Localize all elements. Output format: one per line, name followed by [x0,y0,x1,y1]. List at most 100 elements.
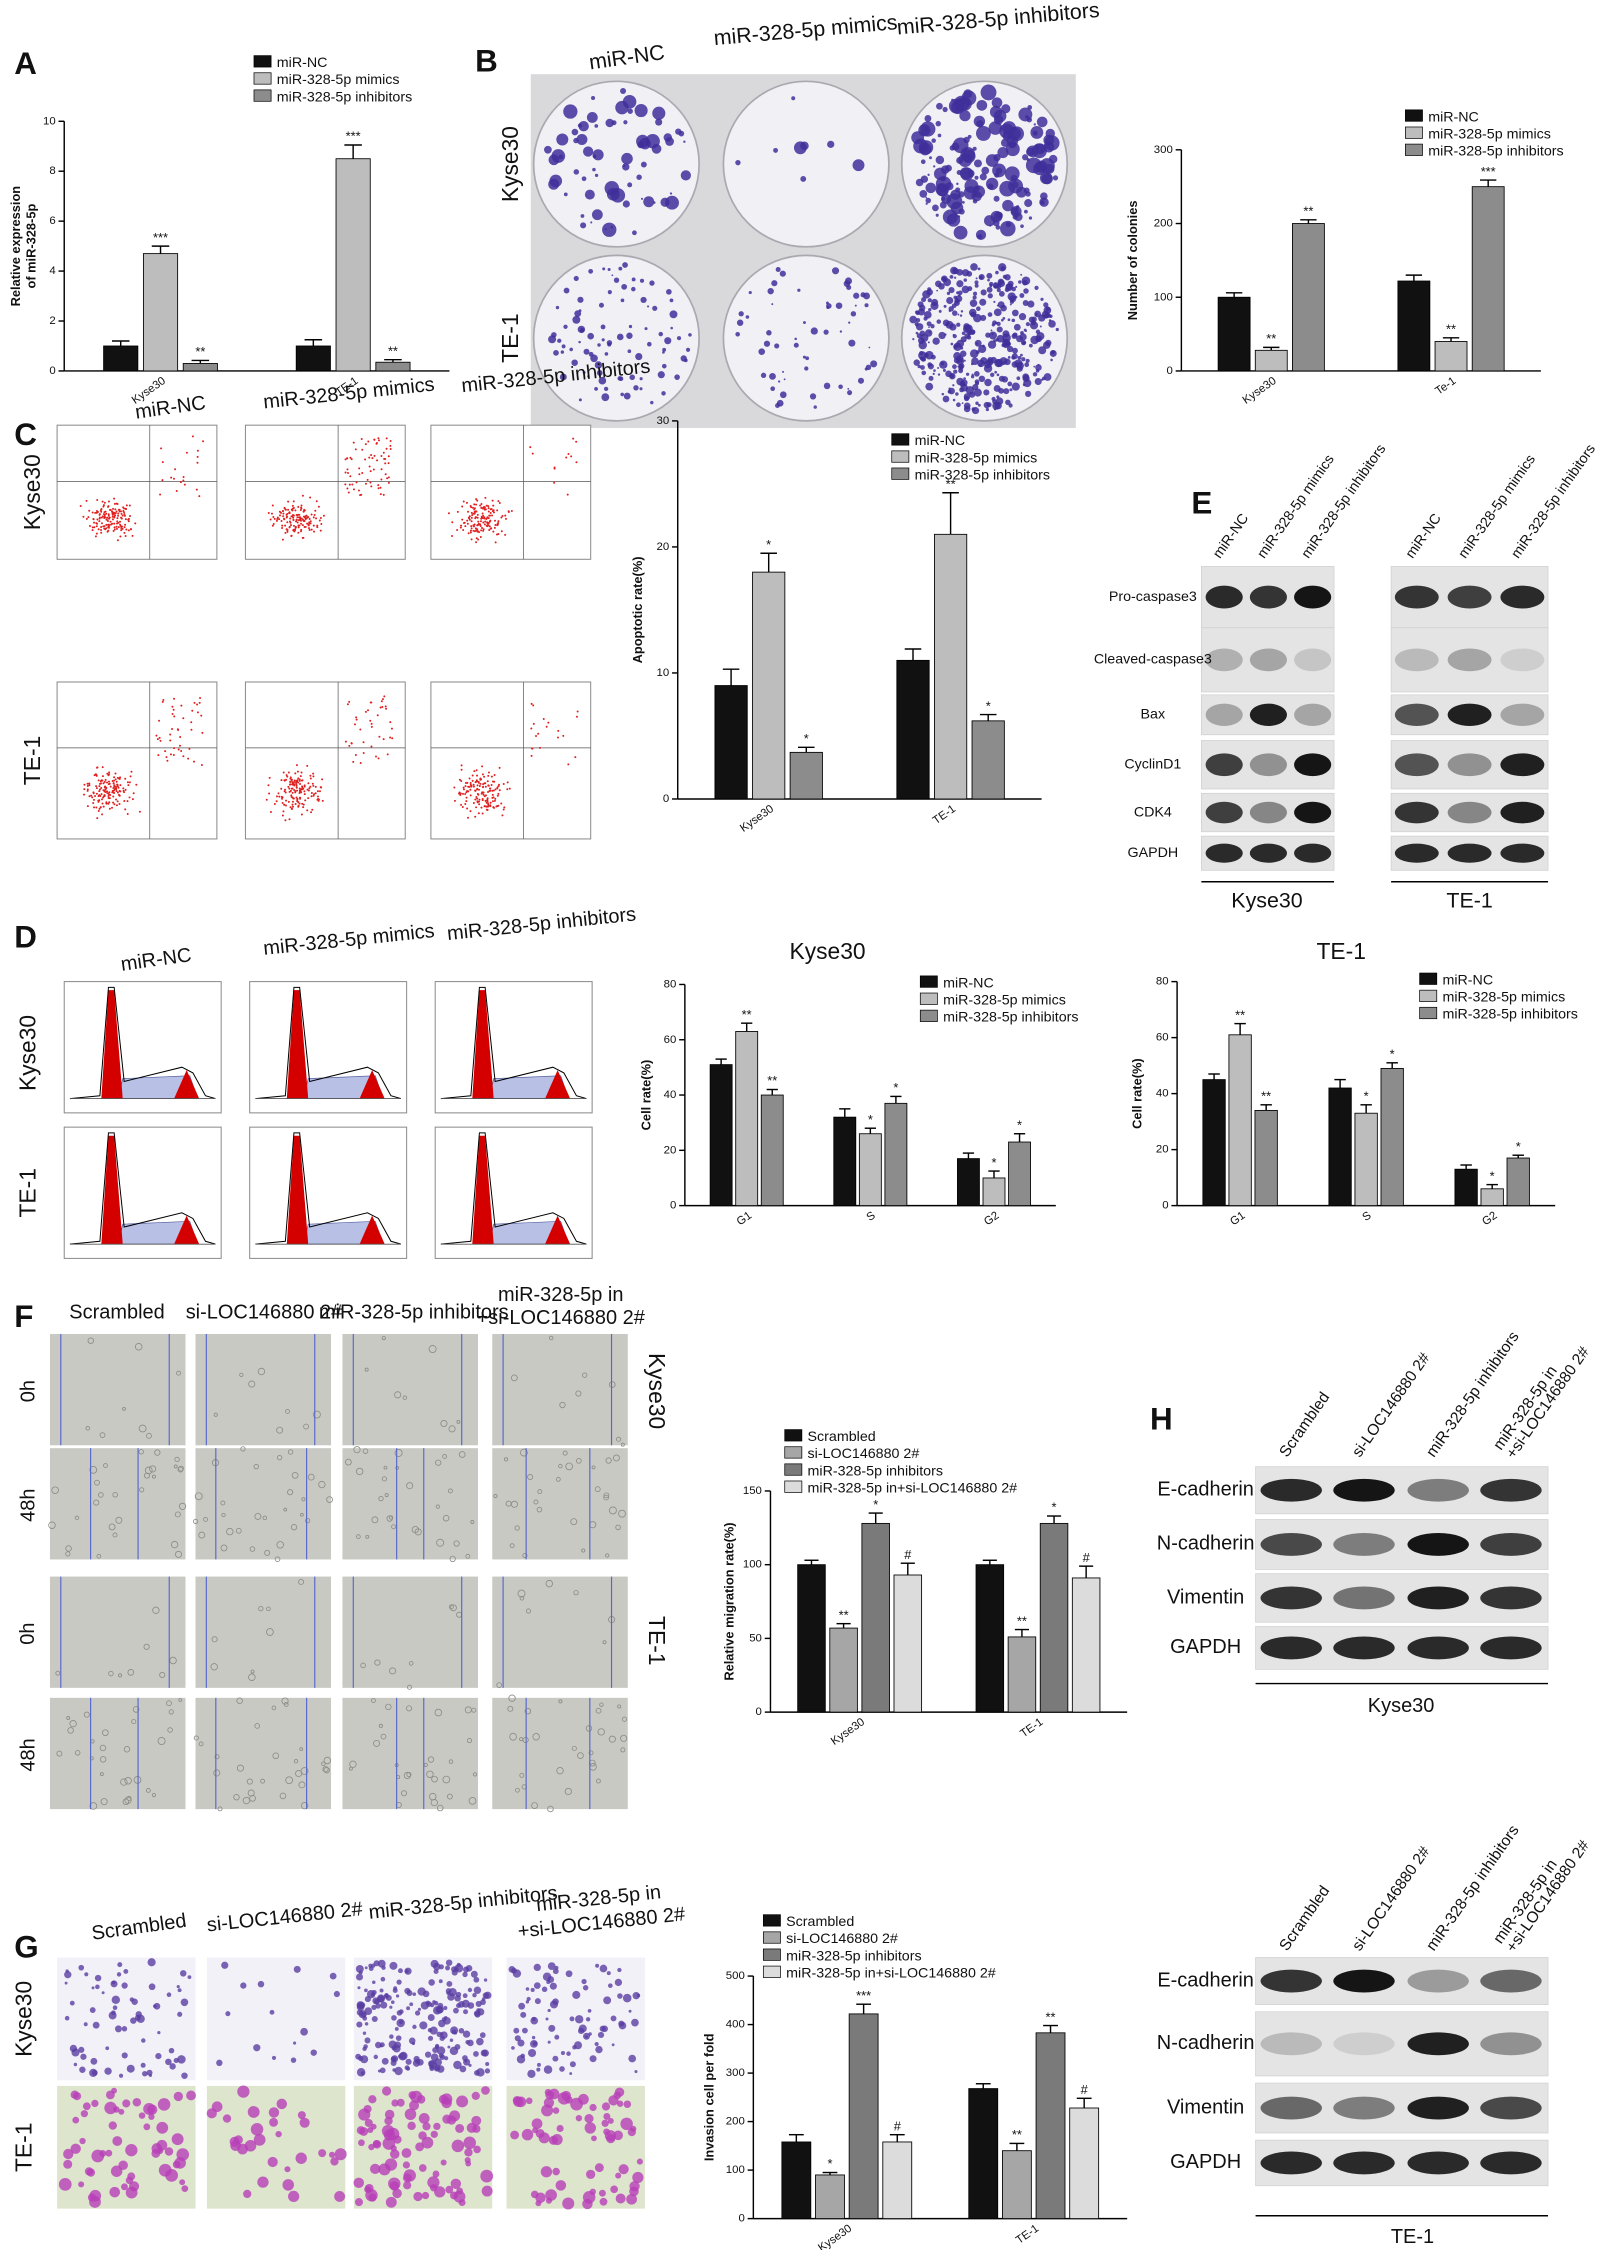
colony [949,373,955,379]
colony [972,198,978,204]
invaded-cell [527,2069,536,2078]
cell [558,1699,563,1704]
invaded-cell [589,2055,597,2063]
invaded-cell [168,2047,175,2054]
event-dot [173,477,176,480]
event-dot [281,538,284,541]
invaded-cell [407,2121,416,2131]
event-dot [199,697,202,700]
colony [915,323,924,331]
cell [536,1506,543,1513]
legend-label: Scrambled [786,1914,854,1930]
invaded-cell [462,1993,468,1999]
event-dot [97,809,100,812]
event-dot [316,524,319,527]
colony [997,147,1009,159]
cell [291,1472,299,1479]
colony [804,366,809,371]
cell [537,1489,543,1495]
colony [1007,280,1014,287]
significance-label: ** [1017,1613,1027,1628]
invaded-cell [389,2181,400,2191]
legend-swatch [762,1914,781,1927]
event-dot [295,781,298,784]
event-dot [98,520,101,523]
invaded-cell [483,1978,488,1982]
invaded-cell [155,2052,162,2060]
event-dot [299,789,302,792]
event-dot [479,536,482,539]
invaded-cell [512,1969,522,1978]
event-dot [481,773,484,776]
colony [913,359,920,366]
blot-band [1407,2032,1469,2056]
colony [583,348,590,355]
event-dot [125,528,128,531]
event-dot [159,739,162,742]
event-dot [112,795,115,798]
colony [1003,361,1006,364]
event-dot [477,538,480,541]
bar [975,1564,1005,1713]
cell [74,1515,80,1520]
colony [1040,297,1044,301]
colony [993,284,998,289]
panel-label: F [14,1299,33,1334]
y-tick-label: 4 [49,265,56,277]
event-dot [476,784,479,787]
invaded-cell [520,2011,527,2018]
event-dot [269,810,272,813]
event-dot [100,525,103,528]
colony [958,365,964,371]
colony [1035,364,1042,371]
cell [371,1698,376,1703]
colony [937,133,942,138]
colony [1020,353,1023,357]
event-dot [297,777,300,780]
significance-label: * [1364,1089,1369,1104]
invaded-cell [392,2044,401,2053]
invaded-cell [447,2045,451,2049]
invaded-cell [78,2046,85,2053]
colony [669,310,678,319]
invaded-cell [395,2035,402,2041]
colony [1024,199,1033,208]
event-dot [358,467,361,470]
event-dot [308,521,311,524]
event-dot [98,799,101,802]
event-dot [161,461,164,464]
event-dot [504,514,507,517]
colony [823,329,829,335]
event-dot [107,795,110,798]
event-dot [113,526,116,529]
event-dot [506,781,509,784]
event-dot [570,455,573,458]
event-dot [272,522,275,525]
invaded-cell [358,2139,365,2147]
cell [258,1606,264,1612]
invaded-cell [473,1976,480,1983]
colony [616,333,624,341]
event-dot [376,459,379,462]
cell [466,1737,473,1744]
event-dot [289,780,292,783]
invaded-cell [436,2031,442,2038]
invaded-cell [401,2148,412,2158]
invaded-cell [575,2114,583,2122]
colony [1028,343,1033,348]
significance-label: ** [1446,322,1456,337]
colony [958,208,965,215]
event-dot [490,784,493,787]
histogram-outline [255,1132,402,1245]
invaded-cell [111,2087,117,2094]
event-dot [469,788,472,791]
event-dot [171,727,174,730]
event-dot [90,794,93,797]
cell [608,1381,616,1388]
bar [1071,1577,1101,1713]
histogram-outline [440,986,587,1100]
colony [980,84,997,101]
cell [608,1506,617,1515]
event-dot [291,507,294,510]
event-dot [346,487,349,490]
